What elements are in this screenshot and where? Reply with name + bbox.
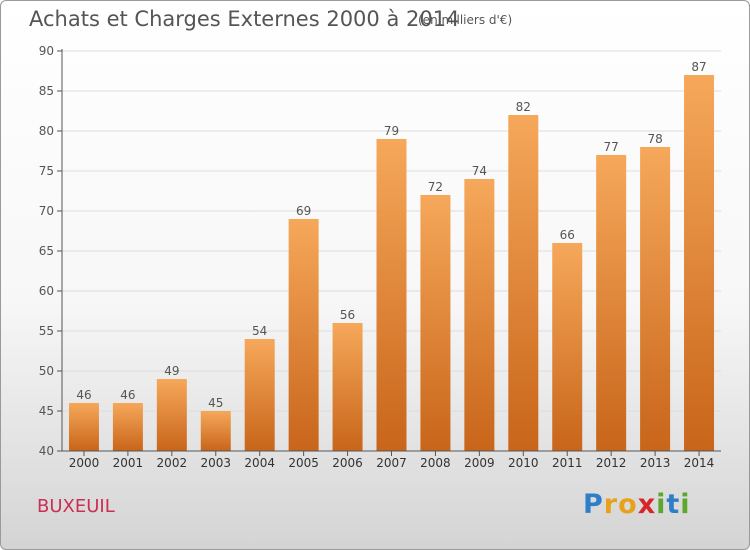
y-tick-label: 50 bbox=[39, 364, 54, 378]
commune-name: BUXEUIL bbox=[37, 496, 115, 517]
y-tick-label: 55 bbox=[39, 324, 54, 338]
logo-letter: r bbox=[603, 489, 619, 520]
x-tick-label: 2003 bbox=[200, 456, 231, 470]
y-tick-label: 45 bbox=[39, 404, 54, 418]
logo-letter: i bbox=[656, 489, 667, 520]
x-tick-label: 2004 bbox=[244, 456, 275, 470]
x-tick-label: 2010 bbox=[508, 456, 539, 470]
x-tick-label: 2000 bbox=[69, 456, 100, 470]
bar bbox=[68, 403, 99, 451]
y-tick-label: 70 bbox=[39, 204, 54, 218]
bar bbox=[244, 339, 275, 451]
bar-layer: 46 46 49 45 54 69 56 79 72 74 82 66 77 78 87 bbox=[68, 60, 715, 451]
x-tick-label: 2011 bbox=[552, 456, 583, 470]
data-label: 54 bbox=[252, 324, 267, 338]
bar bbox=[640, 147, 671, 451]
bar bbox=[112, 403, 143, 451]
data-label: 82 bbox=[516, 100, 531, 114]
data-label: 46 bbox=[76, 388, 91, 402]
bar bbox=[684, 75, 715, 451]
data-label: 87 bbox=[691, 60, 706, 74]
chart-title: Achats et Charges Externes 2000 à 2014 bbox=[29, 7, 460, 31]
x-tick-label: 2007 bbox=[376, 456, 407, 470]
x-tick-label: 2008 bbox=[420, 456, 451, 470]
bar bbox=[156, 379, 187, 451]
bar bbox=[508, 115, 539, 451]
data-label: 77 bbox=[604, 140, 619, 154]
data-label: 45 bbox=[208, 396, 223, 410]
y-tick-label: 85 bbox=[39, 84, 54, 98]
bar bbox=[596, 155, 627, 451]
proxiti-logo: Proxiti bbox=[583, 489, 691, 520]
bar bbox=[332, 323, 363, 451]
data-label: 56 bbox=[340, 308, 355, 322]
bar bbox=[288, 219, 319, 451]
y-tick-label: 60 bbox=[39, 284, 54, 298]
x-tick-label: 2012 bbox=[596, 456, 627, 470]
y-tick-label: 80 bbox=[39, 124, 54, 138]
logo-letter: P bbox=[583, 489, 604, 520]
data-label: 46 bbox=[120, 388, 135, 402]
data-label: 69 bbox=[296, 204, 311, 218]
y-tick-label: 75 bbox=[39, 164, 54, 178]
bar bbox=[200, 411, 231, 451]
x-tick-label: 2005 bbox=[288, 456, 319, 470]
data-label: 72 bbox=[428, 180, 443, 194]
data-label: 78 bbox=[647, 132, 662, 146]
data-label: 66 bbox=[560, 228, 575, 242]
axis-layer: 40 45 50 55 60 65 70 75 80 85 90 2000 2001 2002 2003 20… bbox=[39, 44, 721, 470]
x-tick-label: 2002 bbox=[157, 456, 188, 470]
chart-subtitle: (en milliers d'€) bbox=[418, 13, 513, 27]
y-tick-label: 40 bbox=[39, 444, 54, 458]
logo-letter: o bbox=[618, 489, 638, 520]
x-tick-label: 2001 bbox=[113, 456, 144, 470]
logo-letter: t bbox=[666, 489, 681, 520]
data-label: 49 bbox=[164, 364, 179, 378]
bar bbox=[376, 139, 407, 451]
data-label: 74 bbox=[472, 164, 487, 178]
y-tick-label: 90 bbox=[39, 44, 54, 58]
x-tick-label: 2009 bbox=[464, 456, 495, 470]
bar bbox=[420, 195, 451, 451]
y-tick-label: 65 bbox=[39, 244, 54, 258]
x-tick-label: 2006 bbox=[332, 456, 363, 470]
logo-letter: i bbox=[680, 489, 691, 520]
x-tick-label: 2013 bbox=[640, 456, 671, 470]
data-label: 79 bbox=[384, 124, 399, 138]
bar bbox=[464, 179, 495, 451]
bar bbox=[552, 243, 583, 451]
logo-letter: x bbox=[637, 489, 657, 520]
x-tick-label: 2014 bbox=[684, 456, 715, 470]
